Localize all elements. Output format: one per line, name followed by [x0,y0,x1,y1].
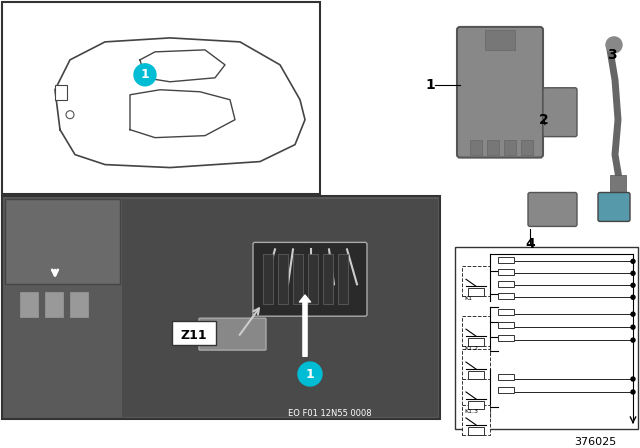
Bar [70,292,88,317]
Circle shape [631,325,635,329]
Text: 2: 2 [539,113,549,127]
Text: 3: 3 [607,48,616,62]
Circle shape [631,259,635,263]
Bar [122,199,438,417]
FancyBboxPatch shape [528,193,577,226]
Circle shape [631,390,635,394]
Bar [2,197,440,419]
Circle shape [134,64,156,86]
Circle shape [631,283,635,287]
Bar [45,292,63,317]
Circle shape [631,295,635,299]
Circle shape [631,377,635,381]
Bar [462,379,490,409]
FancyBboxPatch shape [253,242,367,316]
Bar [462,316,490,346]
Bar [462,349,490,379]
Text: 1: 1 [425,78,435,92]
Bar [338,254,348,304]
Bar [468,371,484,379]
Bar [487,140,499,155]
FancyBboxPatch shape [457,27,543,158]
Bar [498,387,514,393]
Text: 1: 1 [141,68,149,81]
Bar [308,254,318,304]
Bar [278,254,288,304]
Bar [293,254,303,304]
Bar [504,140,516,155]
Bar [468,427,484,435]
Bar [498,293,514,299]
Bar [498,257,514,263]
FancyBboxPatch shape [543,88,577,137]
Circle shape [631,312,635,316]
Bar [20,292,38,317]
Text: EO F01 12N55 0008: EO F01 12N55 0008 [288,409,372,418]
Text: 376025: 376025 [574,437,616,447]
Bar [498,322,514,328]
Text: Z11: Z11 [180,329,207,342]
Bar [462,266,490,296]
Bar [485,30,515,50]
Circle shape [631,271,635,275]
Text: 1: 1 [306,367,314,380]
FancyBboxPatch shape [199,318,266,350]
Text: K1.3: K1.3 [464,409,478,414]
Bar [610,175,626,194]
Bar [498,374,514,380]
FancyBboxPatch shape [598,193,630,221]
Bar [468,401,484,409]
Bar [468,288,484,296]
Bar [55,85,67,100]
Bar [468,338,484,346]
Bar [498,309,514,315]
Bar [498,335,514,341]
Text: K1: K1 [464,296,472,301]
Bar [498,281,514,287]
Bar [263,254,273,304]
Circle shape [298,362,322,386]
Bar [470,140,482,155]
Bar [462,405,490,435]
Circle shape [66,111,74,119]
Bar [498,269,514,275]
Text: K1.2: K1.2 [464,346,478,351]
Circle shape [631,338,635,342]
FancyBboxPatch shape [172,321,216,345]
Bar [5,199,120,284]
Circle shape [606,37,622,53]
Text: 4: 4 [525,237,535,251]
Bar [455,247,638,429]
Bar [521,140,533,155]
Bar [2,2,320,194]
Bar [323,254,333,304]
